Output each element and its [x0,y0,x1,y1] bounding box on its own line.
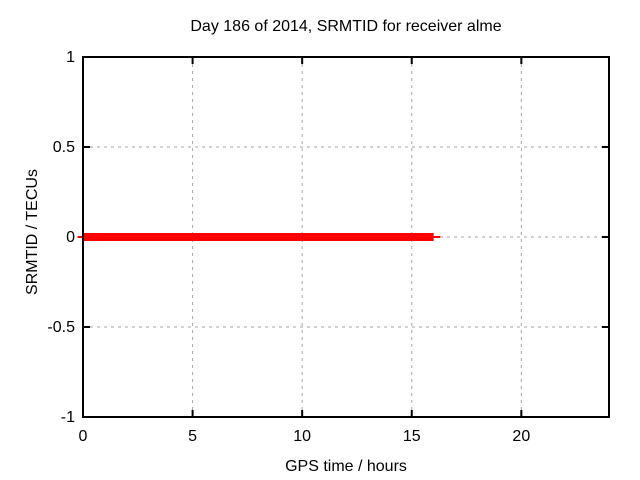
x-tick-label: 0 [79,428,88,445]
x-tick-label: 20 [512,428,530,445]
x-tick-label: 10 [293,428,311,445]
y-tick-label: 0 [66,229,75,246]
x-tick-label: 15 [403,428,421,445]
y-tick-label: -1 [61,409,75,426]
plot-border [82,56,610,418]
y-tick-label: 0.5 [53,139,75,156]
y-tick-label: -0.5 [47,319,75,336]
y-axis-label: SRMTID / TECUs [24,169,41,295]
plot-border-rect [82,56,610,418]
x-axis-label: GPS time / hours [285,458,407,475]
x-tick-label: 5 [188,428,197,445]
tick-label-layer: 0 5 10 15 20 -1 -0.5 0 0.5 1 [47,49,530,445]
chart-title: Day 186 of 2014, SRMTID for receiver alm… [190,18,501,35]
y-tick-label: 1 [66,49,75,66]
